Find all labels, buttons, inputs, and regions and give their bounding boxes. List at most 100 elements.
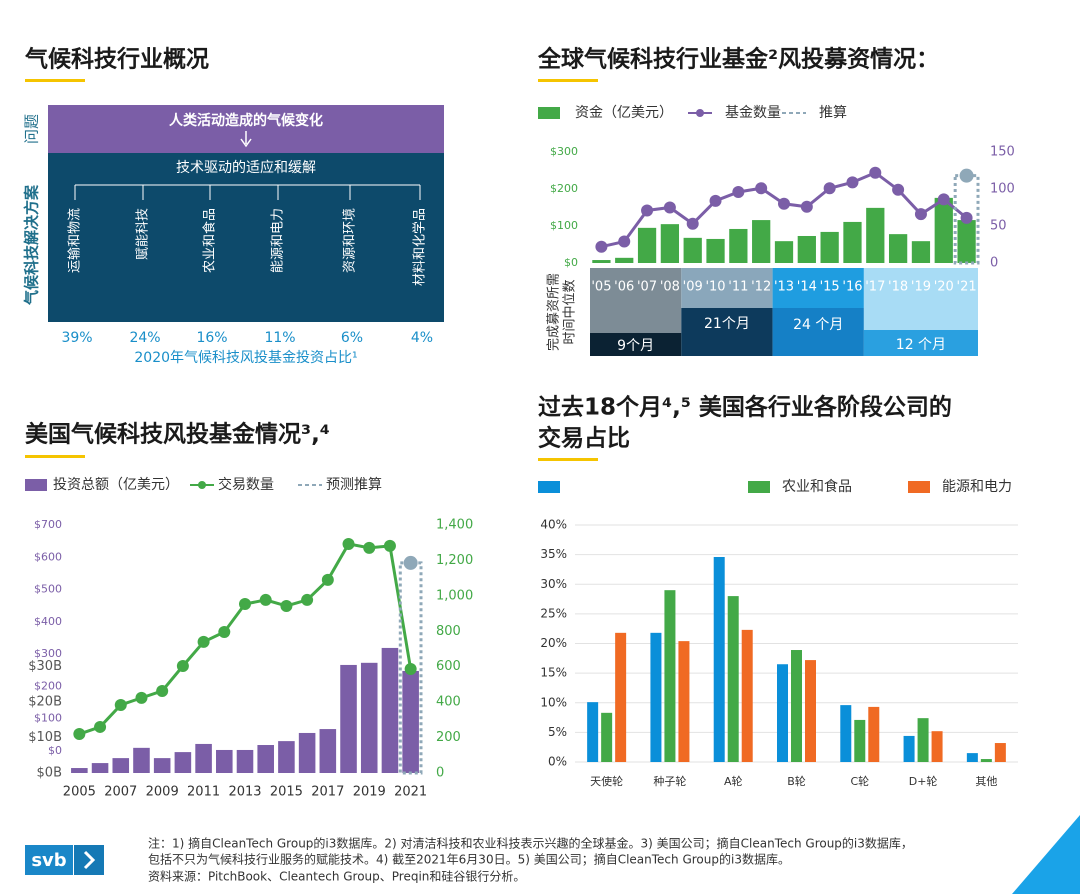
logo-chevron [83, 850, 96, 870]
side-label: 问题 [23, 114, 41, 144]
y2-tick-label: 50 [990, 219, 1007, 234]
side-label: 气候科技解决方案 [23, 184, 41, 306]
y-tick-label: $100 [550, 219, 578, 232]
x-tick-label: '15 [820, 280, 840, 295]
y-tick-label: 0% [548, 755, 567, 769]
point [342, 537, 355, 550]
bar [797, 235, 816, 263]
x-tick-label: A轮 [724, 774, 743, 788]
estimate-box [398, 561, 423, 775]
bar [340, 664, 357, 773]
point [94, 720, 107, 733]
bar [298, 732, 316, 773]
title-underline [538, 79, 598, 82]
arrow [240, 131, 252, 148]
estimate-box [953, 174, 980, 265]
bar [866, 207, 885, 263]
share-label: 39% [61, 330, 92, 346]
share-label: 11% [264, 330, 295, 346]
legend-swatch [198, 481, 206, 489]
x-tick-label: '19 [911, 280, 931, 295]
bar [153, 758, 171, 773]
x-tick-label: 2009 [146, 785, 179, 800]
bar [888, 234, 908, 263]
x-tick-label: '12 [751, 280, 771, 295]
point [869, 166, 882, 179]
x-tick-label: '11 [728, 280, 748, 295]
x-tick-label: 2019 [353, 785, 386, 800]
y-tick-label: 30% [540, 577, 567, 591]
period-label: 12 个月 [896, 337, 946, 353]
sector-label: 资源和环境 [343, 208, 358, 273]
bar [236, 749, 254, 773]
y2-tick-label: 100 [990, 182, 1015, 197]
sector-label: 运输和物流 [67, 208, 83, 273]
bar [174, 752, 192, 773]
bar [741, 629, 753, 762]
x-tick-label: 天使轮 [590, 774, 623, 788]
legend-label: 推算 [819, 105, 847, 121]
y-tick-label: $200 [550, 182, 578, 195]
point [114, 698, 127, 711]
y-tick-label: 25% [540, 606, 567, 620]
y-tick-label: $700 [34, 518, 62, 531]
solution-box [48, 153, 444, 322]
y-tick-label: $0 [48, 744, 62, 757]
bar [752, 220, 771, 263]
point [732, 185, 745, 198]
estimate-point [959, 168, 974, 183]
legend-label: 投资总额（亿美元） [53, 477, 179, 493]
y-tick-label: $300 [550, 145, 578, 158]
y3-tick-label: $0B [37, 766, 62, 781]
y-tick-label: $600 [34, 550, 62, 563]
y-tick-label: 40% [540, 518, 567, 532]
bar [917, 718, 929, 762]
y2-tick-label: 1,000 [436, 588, 473, 603]
period-label: 21个月 [704, 316, 750, 332]
x-tick-label: '13 [774, 280, 794, 295]
y-tick-label: 5% [548, 725, 567, 739]
point [892, 183, 905, 196]
x-tick-label: '14 [797, 280, 817, 295]
side-label: 时间中位数 [563, 279, 578, 344]
y-tick-label: $400 [34, 615, 62, 628]
bar [966, 753, 978, 762]
period-band [590, 333, 682, 356]
bar [133, 747, 150, 773]
bar [729, 228, 748, 263]
y2-tick-label: 1,200 [436, 553, 473, 568]
point [641, 204, 654, 217]
bar [402, 670, 419, 773]
point [709, 194, 722, 207]
bar [678, 641, 690, 762]
note: 资料来源：PitchBook、Cleantech Group、Preqin和硅谷… [148, 870, 525, 884]
point [239, 598, 251, 611]
point [259, 593, 272, 606]
period-band [863, 268, 978, 330]
period-band [681, 308, 773, 356]
bar [360, 662, 378, 773]
y2-tick-label: 800 [436, 624, 461, 639]
x-tick-label: 其他 [975, 775, 997, 788]
bar [854, 719, 866, 762]
chart-title: 交易占比 [538, 425, 630, 452]
bar [664, 590, 676, 762]
y2-tick-label: 600 [436, 659, 461, 674]
point [73, 728, 86, 741]
y2-tick-label: 200 [436, 730, 461, 745]
share-label: 24% [129, 330, 160, 346]
logo-text: svb [31, 850, 66, 871]
point [176, 660, 189, 673]
y2-tick-label: 150 [990, 145, 1015, 160]
sector-label: 能源和电力 [271, 208, 286, 273]
x-tick-label: 2013 [228, 785, 261, 800]
legend-label: 预测推算 [326, 477, 382, 493]
sector-label: 农业和食品 [202, 208, 218, 273]
y-tick-label: 20% [540, 636, 567, 650]
point [778, 197, 790, 210]
problem-text: 人类活动造成的气候变化 [169, 112, 323, 129]
period-band [681, 268, 773, 308]
y2-tick-label: 1,400 [436, 518, 473, 533]
period-band [590, 268, 682, 333]
